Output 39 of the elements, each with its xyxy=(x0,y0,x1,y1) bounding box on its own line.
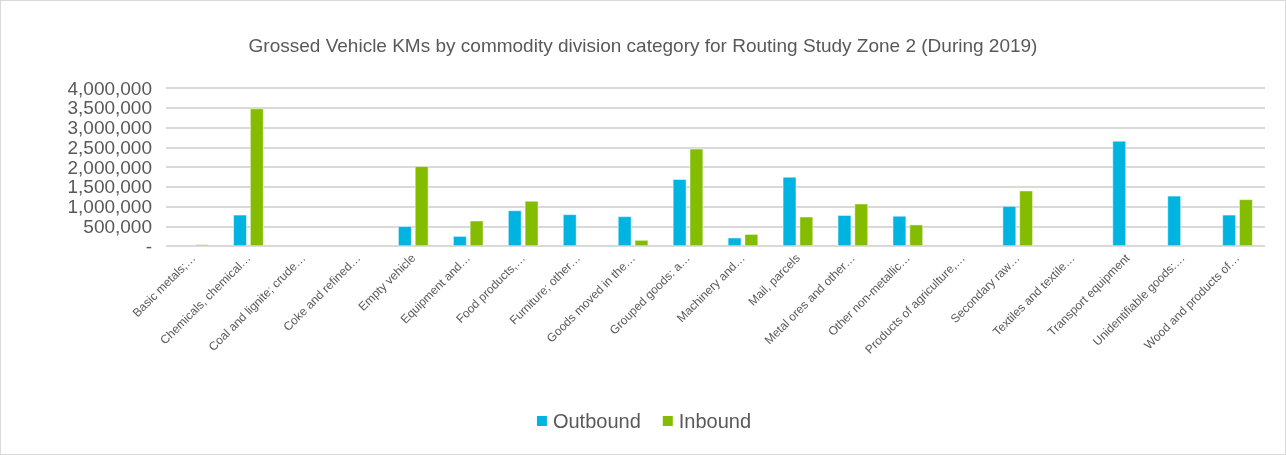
bar xyxy=(1239,199,1253,246)
bar xyxy=(1002,206,1017,246)
bar xyxy=(398,226,412,246)
bar xyxy=(469,220,484,246)
bar xyxy=(909,224,923,246)
legend-label: Outbound xyxy=(552,410,641,432)
bar xyxy=(233,214,247,246)
bar xyxy=(892,215,907,246)
bar xyxy=(250,108,264,246)
y-tick-label: 500,000 xyxy=(83,215,152,237)
bar xyxy=(689,148,704,246)
legend-label: Inbound xyxy=(678,410,752,432)
bar xyxy=(563,214,577,246)
y-tick-label: 3,000,000 xyxy=(67,117,152,138)
bar xyxy=(1019,190,1033,246)
bar xyxy=(453,236,467,246)
y-tick-label: 4,000,000 xyxy=(67,77,152,99)
bar xyxy=(782,176,797,246)
bar xyxy=(617,216,632,246)
bar xyxy=(1222,214,1236,246)
bar xyxy=(854,203,868,246)
bar xyxy=(1167,195,1181,246)
bar xyxy=(799,216,814,246)
bar xyxy=(524,200,539,246)
y-tick-label: 2,000,000 xyxy=(67,156,152,178)
bar xyxy=(727,237,742,246)
chart-title: Grossed Vehicle KMs by commodity division category for Routing Study Zone 2 (During 2019) xyxy=(248,35,1038,56)
y-tick-label: 2,500,000 xyxy=(67,136,152,158)
y-tick-label: 1,500,000 xyxy=(67,176,152,198)
bar xyxy=(414,166,429,246)
bar xyxy=(672,179,687,246)
bar xyxy=(634,240,649,246)
bar xyxy=(1112,140,1126,246)
y-tick-label: 1,000,000 xyxy=(67,196,152,217)
y-tick-label: 3,500,000 xyxy=(67,97,152,119)
bar xyxy=(837,215,852,246)
bar xyxy=(744,234,759,246)
bar xyxy=(508,210,522,246)
y-tick-label: - xyxy=(145,235,152,257)
